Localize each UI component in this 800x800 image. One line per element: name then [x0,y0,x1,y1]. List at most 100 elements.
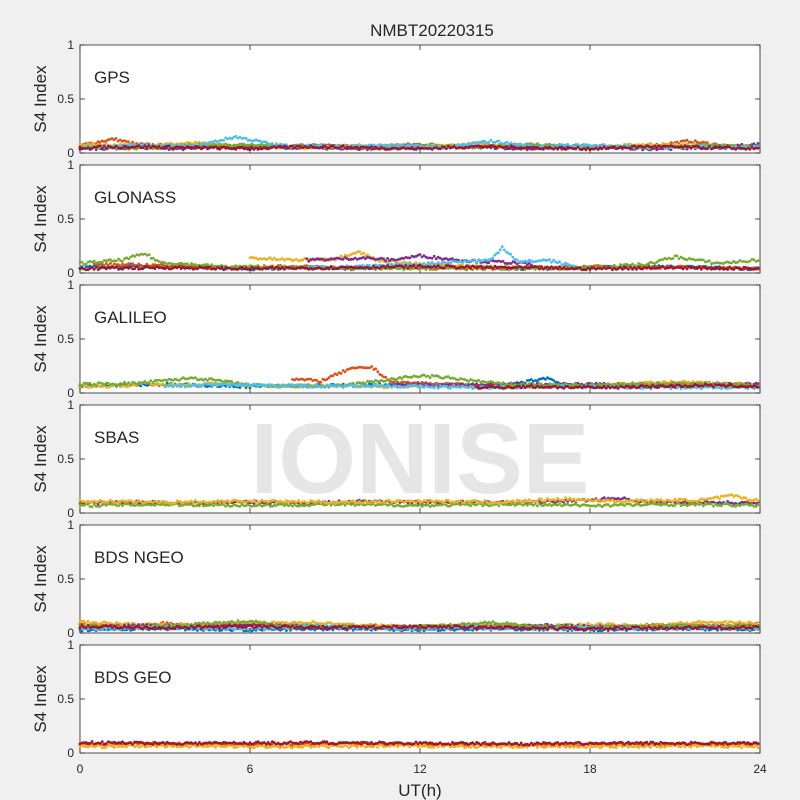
data-point [449,261,452,265]
data-point [430,260,434,264]
data-point [167,144,171,148]
data-point [412,263,416,267]
panel-label: GLONASS [94,188,176,207]
data-point [327,143,331,147]
data-point [102,144,106,148]
chart-title: NMBT20220315 [370,21,494,40]
axes-box [79,44,761,154]
data-point [578,266,582,269]
data-point [384,375,388,379]
data-point [519,142,523,146]
data-point [523,142,527,146]
data-point [511,255,515,259]
data-point [115,144,118,148]
data-point [515,258,519,262]
data-point [90,141,94,145]
data-point [139,384,143,388]
data-point [185,141,189,144]
y-axis-label: S4 Index [31,185,50,253]
y-tick-label: 0.5 [57,92,74,106]
data-point [507,146,511,150]
data-point [114,137,118,140]
data-point [693,139,697,143]
data-point [550,260,553,264]
data-point [80,260,84,264]
data-point [497,139,501,143]
data-point [122,139,126,143]
data-point [118,138,122,142]
data-point [461,261,464,264]
data-point [115,259,118,263]
data-point [104,139,108,143]
data-point [685,267,689,271]
data-point [157,144,161,148]
data-point [580,145,584,149]
data-point [564,148,568,151]
data-point [84,262,88,266]
data-point [169,141,173,145]
data-point [500,245,504,249]
data-point [619,265,622,269]
data-point [726,268,729,271]
data-point [501,259,505,263]
data-point [222,139,226,142]
y-tick-label: 1 [67,158,74,172]
data-point [708,259,711,263]
data-point [525,148,529,152]
data-point [673,142,677,146]
data-point [86,142,90,146]
data-point [498,248,502,252]
data-point [635,268,638,271]
data-point [442,266,446,270]
data-point [329,265,333,268]
data-point [502,248,506,252]
data-point [675,254,679,258]
data-point [428,263,432,266]
data-point [283,267,286,271]
data-point [699,267,703,271]
data-point [98,144,102,148]
data-point [675,140,679,144]
data-point [147,253,151,257]
data-point [748,147,752,151]
data-point [121,260,124,263]
data-point [704,141,707,145]
data-point [756,142,760,145]
data-point [94,266,98,269]
data-point [305,257,309,261]
data-point [244,136,248,140]
data-point [491,256,495,260]
data-point [291,144,294,148]
data-point [120,139,124,143]
data-point [756,266,760,270]
data-point [489,138,493,142]
data-point [370,145,373,149]
data-point [222,268,226,272]
data-point [406,266,410,270]
data-point [100,147,104,150]
data-point [370,365,374,368]
data-point [386,257,389,260]
data-point [319,380,323,384]
data-point [112,138,116,142]
data-point [558,260,561,264]
data-point [752,142,756,146]
data-point [404,264,408,267]
data-point [701,140,705,144]
data-point [706,147,709,151]
data-point [343,370,347,374]
data-point [370,267,373,270]
data-point [135,265,139,269]
data-point [685,138,689,142]
data-point [115,265,118,269]
data-point [341,144,345,148]
data-point [151,256,155,260]
y-tick-label: 1 [67,38,74,52]
data-point [408,262,412,265]
data-point [109,261,112,265]
data-point [206,263,210,266]
data-point [497,251,500,255]
data-point [362,251,365,255]
